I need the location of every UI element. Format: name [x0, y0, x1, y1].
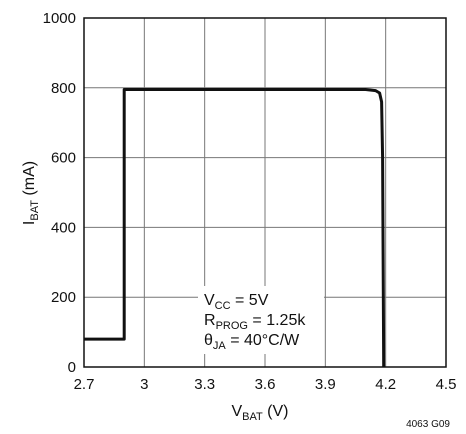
- x-tick-label: 3.3: [194, 376, 215, 393]
- condition-line: RPROG = 1.25k: [204, 312, 306, 332]
- y-axis-label-sub: BAT: [29, 200, 41, 221]
- y-axis-label-main: I: [21, 221, 38, 225]
- condition-line: VCC = 5V: [204, 292, 269, 312]
- conditions-box-background: [198, 286, 324, 354]
- x-tick-label: 4.5: [436, 376, 457, 393]
- x-tick-label: 3.6: [255, 376, 276, 393]
- y-tick-label: 200: [51, 289, 76, 306]
- x-tick-label: 4.2: [375, 376, 396, 393]
- y-axis-label-unit: (mA): [21, 161, 38, 200]
- y-tick-label: 600: [51, 150, 76, 167]
- y-tick-labels: 0 200 400 600 800 1000: [43, 10, 76, 376]
- y-tick-label: 1000: [43, 10, 76, 27]
- x-tick-label: 2.7: [74, 376, 95, 393]
- series-curve: [84, 88, 386, 368]
- x-tick-label: 3.9: [315, 376, 336, 393]
- plot-frame: [83, 17, 447, 368]
- y-tick-label: 800: [51, 80, 76, 97]
- x-tick-labels: 2.7 3 3.3 3.6 3.9 4.2 4.5: [74, 376, 457, 393]
- x-axis-label: VBAT (V): [231, 403, 288, 423]
- y-tick-label: 400: [51, 219, 76, 236]
- x-axis-label-sub: BAT: [242, 411, 263, 423]
- figure-id: 4063 G09: [406, 419, 450, 430]
- x-tick-label: 3: [140, 376, 148, 393]
- x-axis-label-main: V: [231, 403, 242, 420]
- y-tick-label: 0: [68, 359, 76, 376]
- condition-line: θJA = 40°C/W: [204, 332, 300, 352]
- x-axis-label-unit: (V): [263, 403, 289, 420]
- y-axis-label: IBAT (mA): [21, 161, 41, 225]
